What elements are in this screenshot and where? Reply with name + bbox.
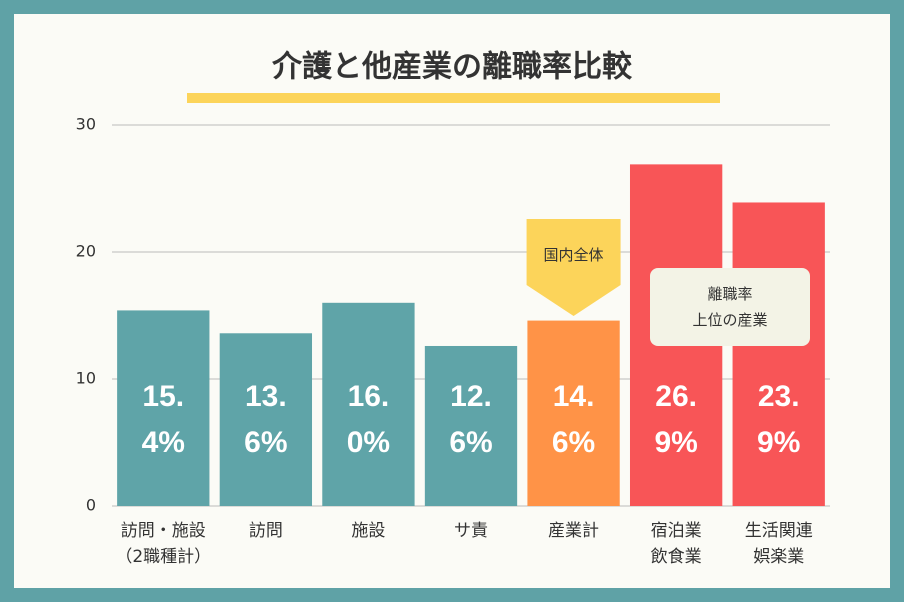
value-label: 15.4% [141,380,185,459]
x-tick-label: 生活関連 娯楽業 [744,521,813,567]
bar [527,320,620,506]
annotation: 国内全体 [543,246,604,264]
y-tick-label: 20 [76,242,96,261]
x-tick-label: サ責 [454,521,488,541]
bar [424,345,518,506]
title-underline [187,93,720,103]
annotation: 離職率 上位の産業 [692,285,768,329]
value-label: 16.0% [346,380,391,459]
y-tick-label: 30 [76,115,96,134]
x-tick-label: 宿泊業 飲食業 [650,521,702,567]
bar [322,302,415,506]
value-label: 14.6% [551,380,596,459]
value-label: 13.6% [244,380,288,459]
y-tick-label: 0 [86,496,96,515]
x-tick-label: 産業計 [548,521,600,541]
bar [732,202,825,506]
bar [219,333,313,506]
x-tick-label: 訪問・施設 （2職種計） [115,521,212,567]
callout-arrow [526,219,621,316]
value-label: 12.6% [449,380,493,459]
x-tick-label: 訪問 [248,521,283,541]
x-tick-label: 施設 [351,521,386,541]
value-label: 23.9% [757,380,801,459]
value-label: 26.9% [654,380,698,459]
y-tick-label: 10 [76,369,96,388]
bar [117,310,210,506]
annotation-box [650,268,810,346]
chart-title: 介護と他産業の離職率比較 [271,50,633,85]
